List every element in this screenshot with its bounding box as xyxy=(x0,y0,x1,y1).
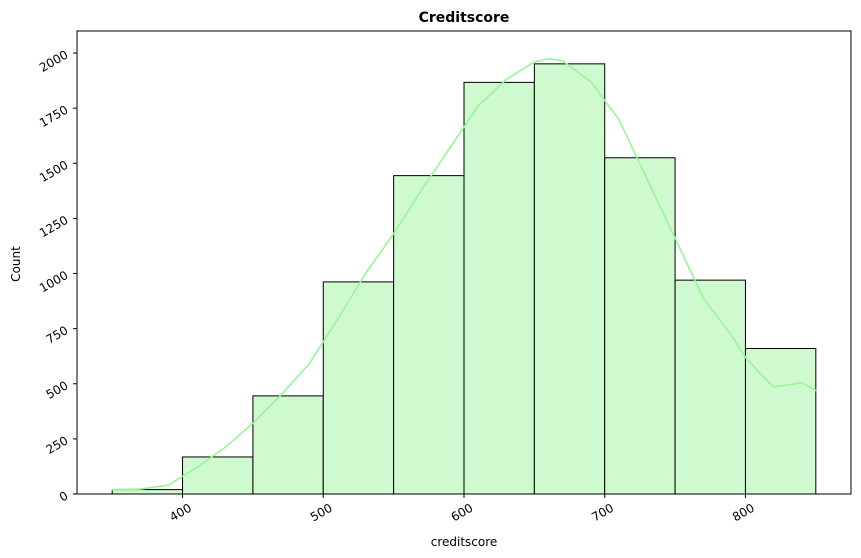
histogram-bar-8 xyxy=(674,279,746,495)
y-tick-label-8: 2000 xyxy=(37,48,70,75)
y-tick-label-7: 1750 xyxy=(37,103,70,130)
x-tick-label-4: 800 xyxy=(730,501,757,525)
x-tick-label-0: 400 xyxy=(167,501,194,525)
histogram-bar-9 xyxy=(744,347,817,495)
y-tick-label-5: 1250 xyxy=(37,213,70,240)
kde-layer xyxy=(111,57,817,491)
histogram-bar-0 xyxy=(111,489,184,495)
histogram-bar-4 xyxy=(393,175,465,495)
histogram-bar-6 xyxy=(533,63,606,495)
x-tick-label-3: 700 xyxy=(589,501,616,525)
histogram-bar-1 xyxy=(182,456,254,495)
histogram-bar-2 xyxy=(252,395,324,495)
y-tick-label-6: 1500 xyxy=(37,158,70,185)
y-tick-label-4: 1000 xyxy=(37,268,70,295)
histogram-bar-5 xyxy=(463,81,535,495)
y-tick-label-2: 500 xyxy=(44,378,71,402)
histogram-bar-3 xyxy=(322,281,395,495)
chart-title: Creditscore xyxy=(419,10,510,26)
y-tick-label-0: 0 xyxy=(57,488,71,504)
y-tick-label-1: 250 xyxy=(44,433,71,457)
x-tick-label-1: 500 xyxy=(308,501,335,525)
y-tick-label-3: 750 xyxy=(44,323,71,347)
kde-curve xyxy=(111,57,817,491)
x-tick-label-2: 600 xyxy=(449,501,476,525)
x-axis-label: creditscore xyxy=(431,535,498,549)
bars-layer xyxy=(111,63,817,495)
y-axis-label: Count xyxy=(9,246,23,282)
histogram-bar-7 xyxy=(604,157,676,495)
